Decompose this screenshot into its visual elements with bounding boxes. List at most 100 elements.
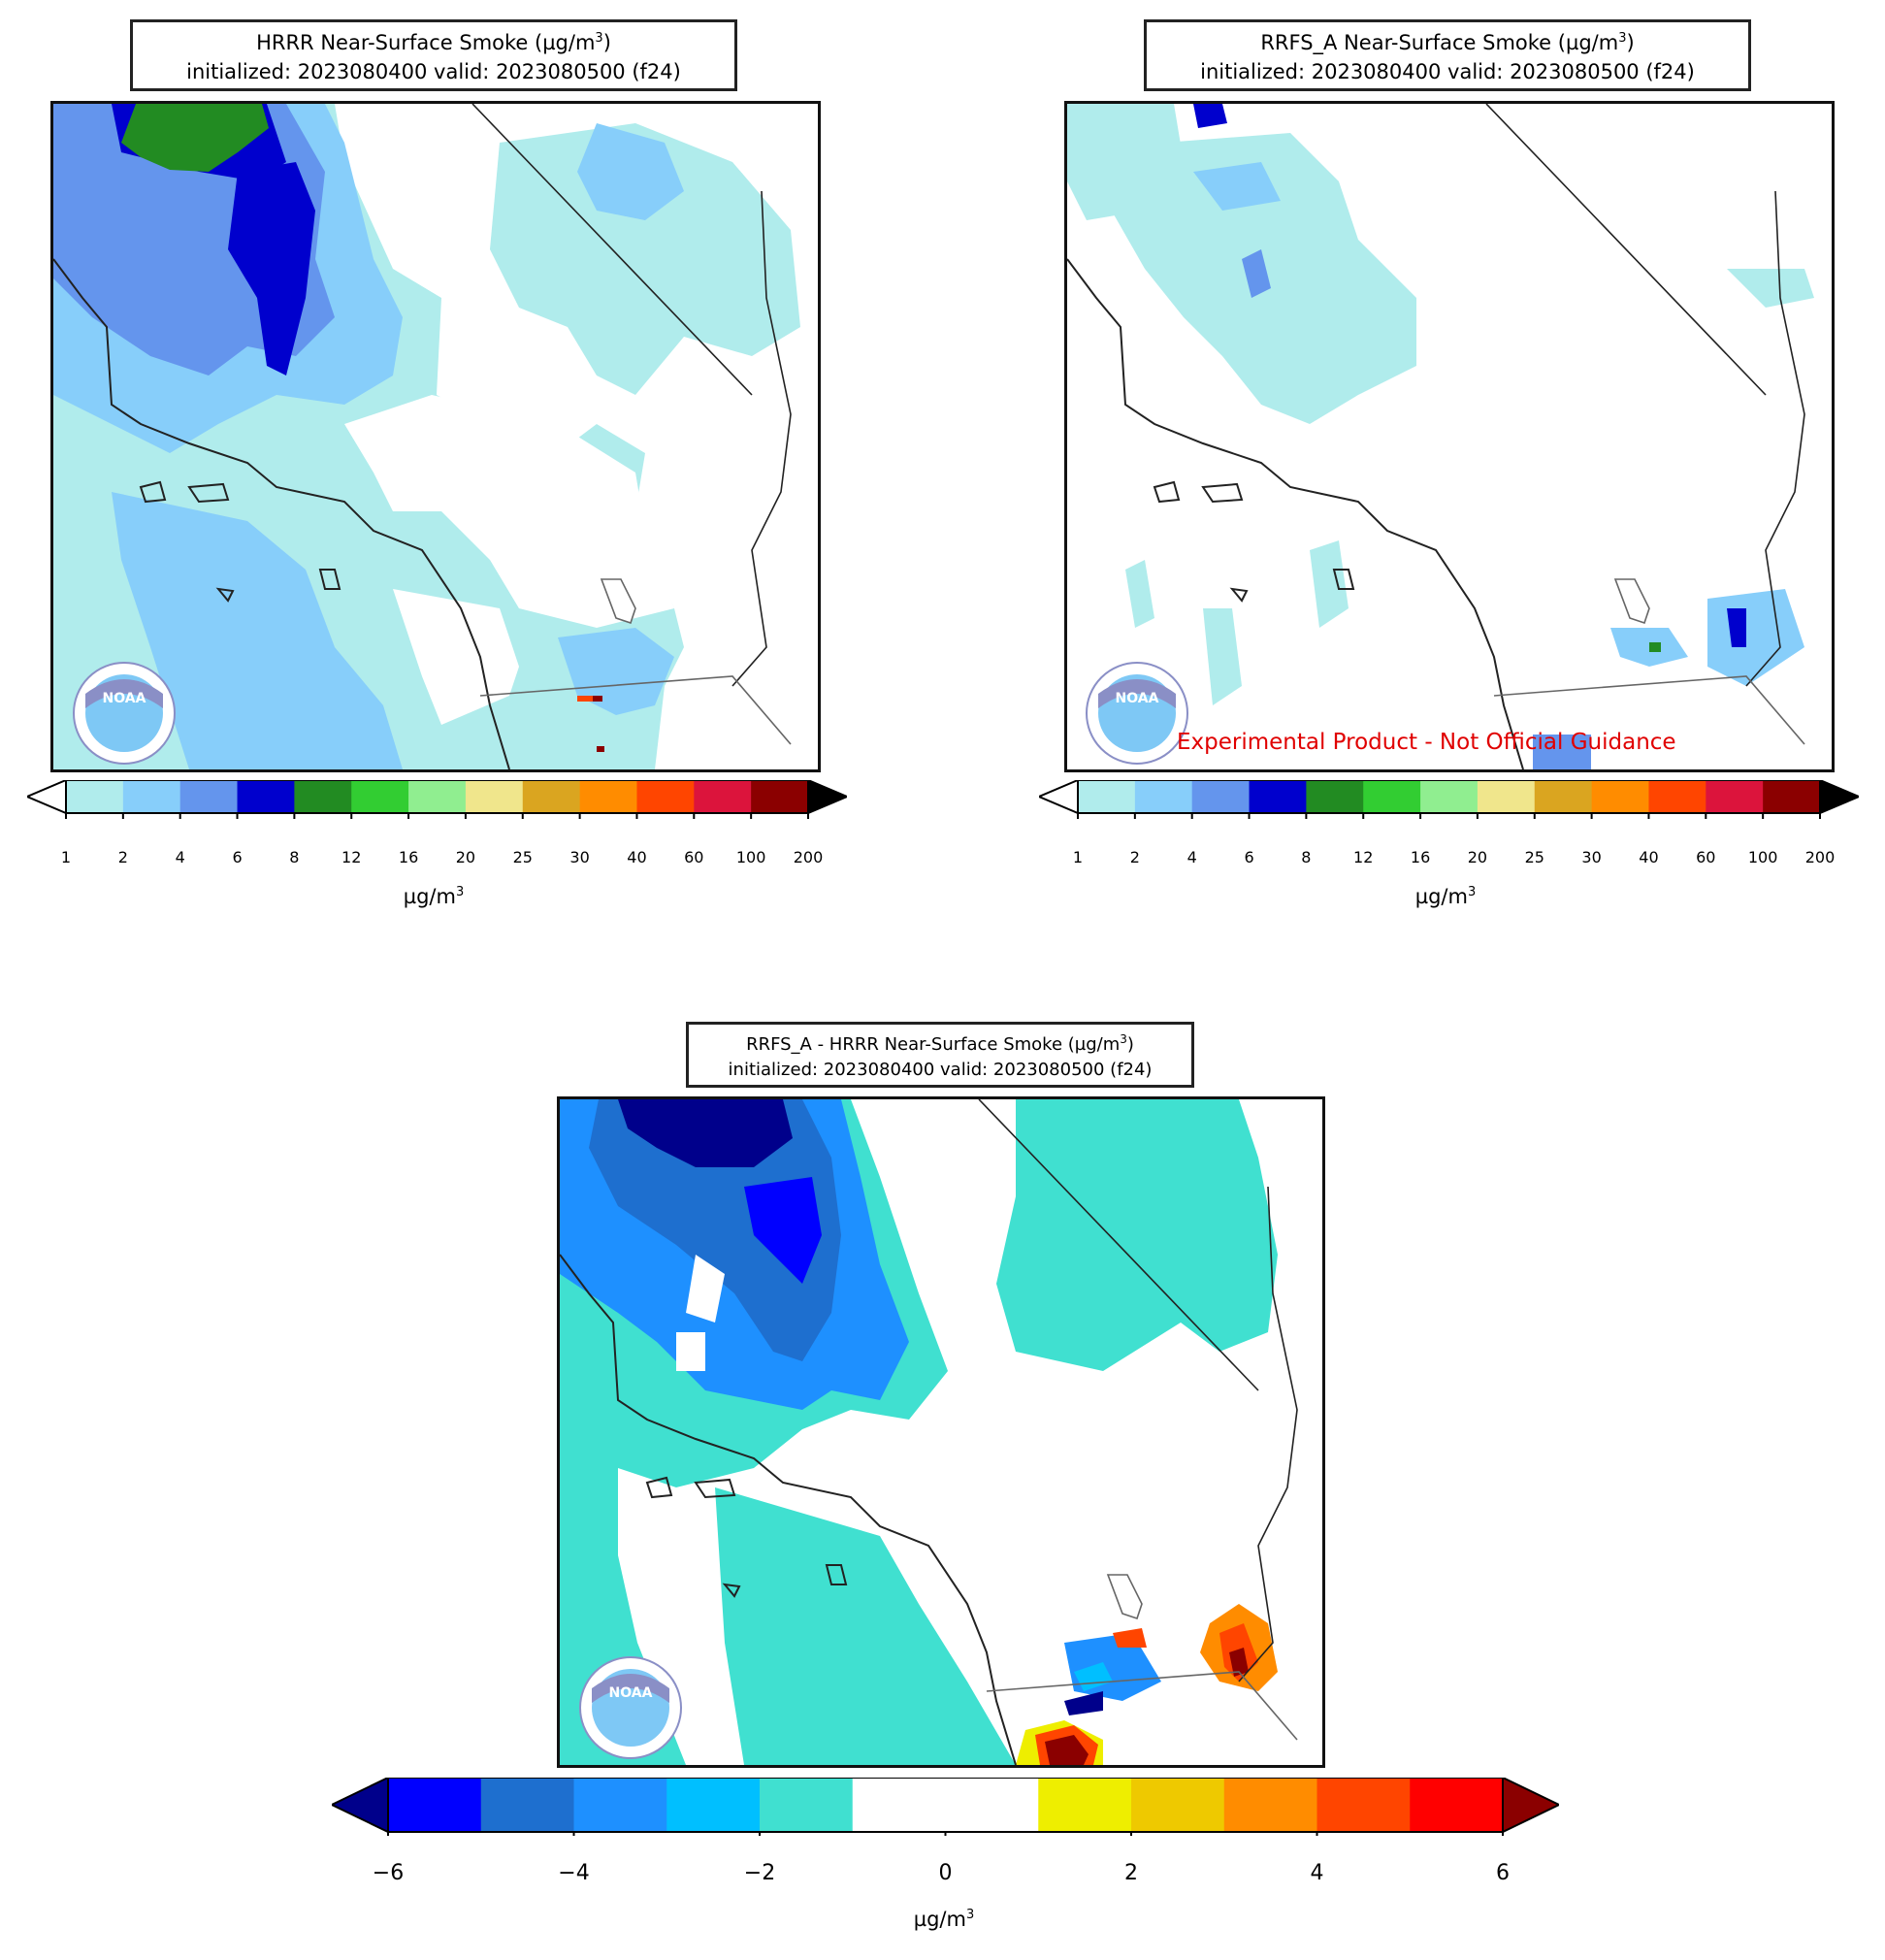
hrrr-title: HRRR Near-Surface Smoke (µg/m3) initiali… (130, 19, 737, 91)
colorbar-segment (579, 780, 637, 813)
rrfs-colorbar-segments (1036, 778, 1862, 819)
colorbar-tick-label: 30 (1581, 848, 1602, 866)
state-border-ne (978, 1099, 1259, 1391)
smoke-area-blue (1242, 249, 1271, 298)
coastline (560, 1254, 1017, 1765)
colorbar-segment (388, 1778, 482, 1832)
colorbar-tick-label: 6 (1496, 1861, 1510, 1885)
smoke-area-medium (1193, 162, 1281, 211)
coastline (53, 258, 510, 769)
colorbar-tick-label: 100 (1747, 848, 1778, 866)
colorbar-segment (751, 780, 809, 813)
colorbar-tick-label: 4 (175, 848, 185, 866)
colorbar-segment (666, 1778, 761, 1832)
colorbar-segment (852, 1778, 946, 1832)
smoke-area-light-ne (490, 123, 800, 395)
rrfs-title-line2: initialized: 2023080400 valid: 202308050… (1200, 60, 1695, 83)
colorbar-segment (573, 1778, 667, 1832)
colorbar-tick-label: 30 (569, 848, 590, 866)
colorbar-tick-label: 20 (1467, 848, 1488, 866)
colorbar-segment (480, 1778, 574, 1832)
hrrr-colorbar (24, 778, 850, 823)
diff-title-line1: RRFS_A - HRRR Near-Surface Smoke (µg/m3) (746, 1032, 1134, 1055)
colorbar-tick-label: 200 (1804, 848, 1836, 866)
hrrr-title-line2: initialized: 2023080400 valid: 202308050… (186, 60, 681, 83)
colorbar-tick-label: 8 (1301, 848, 1312, 866)
colorbar-segment (1420, 780, 1479, 813)
colorbar-tick-label: 12 (341, 848, 362, 866)
smoke-area-se (558, 628, 674, 715)
svg-text:NOAA: NOAA (103, 691, 146, 706)
colorbar-tick-label: −4 (558, 1861, 590, 1885)
rrfs-title: RRFS_A Near-Surface Smoke (µg/m3) initia… (1144, 19, 1751, 91)
diff-colorbar-segments (329, 1776, 1562, 1836)
state-border-ne (471, 104, 753, 396)
colorbar-segment (237, 780, 295, 813)
colorbar-segment (465, 780, 524, 813)
colorbar-tick-label: 25 (1524, 848, 1544, 866)
colorbar-segment (1363, 780, 1421, 813)
experimental-watermark: Experimental Product - Not Official Guid… (1177, 730, 1676, 755)
diff-area-turquoise-ne (996, 1099, 1278, 1371)
border-south (1493, 675, 1805, 745)
colorbar-tick-label: 12 (1353, 848, 1374, 866)
hrrr-map-canvas (53, 104, 800, 769)
colorbar-segment (1534, 780, 1593, 813)
diff-area-white-gaps (686, 1255, 725, 1323)
coastline (1067, 258, 1524, 769)
colorbar-segment (294, 780, 352, 813)
colorbar-tick-label: 100 (735, 848, 766, 866)
rrfs-colorbar (1036, 778, 1862, 823)
rrfs-title-line1: RRFS_A Near-Surface Smoke (µg/m3) (1260, 31, 1635, 54)
colorbar-tick-label: 4 (1310, 1861, 1324, 1885)
colorbar-segment (1410, 1778, 1504, 1832)
colorbar-tick-label: 16 (1410, 848, 1431, 866)
colorbar-extend-min (1036, 778, 1079, 815)
colorbar-segment (760, 1778, 854, 1832)
colorbar-tick-label: 20 (455, 848, 476, 866)
east-coast (1238, 1186, 1298, 1682)
colorbar-segment (1648, 780, 1706, 813)
colorbar-extend-max (1502, 1776, 1562, 1834)
colorbar-segment (1223, 1778, 1317, 1832)
colorbar-segment (1078, 780, 1136, 813)
smoke-area-medium-ne (577, 123, 684, 220)
east-coast (1745, 190, 1805, 687)
colorbar-tick-label: 16 (398, 848, 419, 866)
diff-map (557, 1096, 1325, 1768)
state-border-ne (1485, 104, 1767, 396)
colorbar-extend-max (807, 778, 850, 815)
smoke-area-medium-sw (112, 492, 403, 769)
diff-colorbar (329, 1776, 1562, 1840)
colorbar-segment (1706, 780, 1764, 813)
colorbar-segment (1306, 780, 1364, 813)
colorbar-segment (1249, 780, 1307, 813)
diff-area-mid (589, 1099, 841, 1361)
colorbar-segment (408, 780, 467, 813)
colorbar-tick-label: −6 (372, 1861, 405, 1885)
colorbar-extend-max (1819, 778, 1862, 815)
colorbar-tick-label: 6 (1244, 848, 1254, 866)
colorbar-tick-label: 8 (289, 848, 300, 866)
colorbar-segment (1191, 780, 1251, 813)
colorbar-segment (1038, 1778, 1132, 1832)
svg-text:NOAA: NOAA (1116, 691, 1159, 706)
diff-title-line2: initialized: 2023080400 valid: 202308050… (728, 1060, 1153, 1080)
colorbar-tick-label: 2 (117, 848, 128, 866)
colorbar-segment (522, 780, 581, 813)
svg-text:NOAA: NOAA (609, 1685, 653, 1701)
colorbar-tick-label: 0 (938, 1861, 953, 1885)
smoke-area-green (121, 104, 269, 172)
colorbar-segment (1763, 780, 1821, 813)
colorbar-tick-label: 1 (60, 848, 72, 866)
colorbar-frame (65, 779, 809, 814)
colorbar-tick-label: 2 (1129, 848, 1140, 866)
colorbar-segment (636, 780, 695, 813)
smoke-area-light-nw (1067, 104, 1184, 220)
colorbar-segment (694, 780, 752, 813)
rrfs-colorbar-unit: µg/m3 (1414, 885, 1477, 908)
diff-area-darkblue (618, 1099, 793, 1167)
colorbar-segment (1134, 780, 1193, 813)
colorbar-tick-label: 25 (512, 848, 533, 866)
smoke-area-dark-2 (228, 162, 315, 376)
